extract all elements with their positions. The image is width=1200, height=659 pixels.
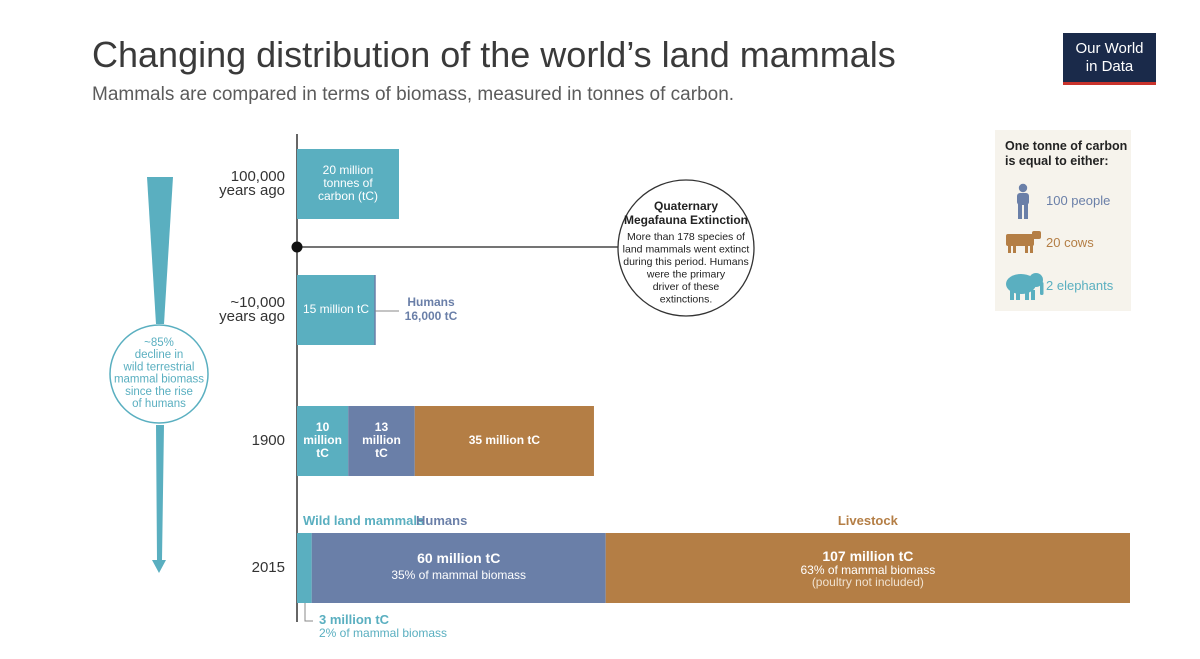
legend-item-label: 2 elephants: [1046, 278, 1114, 293]
wild-2015-annotation: 3 million tC: [319, 612, 390, 627]
person-icon: [1017, 193, 1029, 205]
cow-icon: [1030, 245, 1033, 253]
bar-label: 10: [316, 420, 330, 434]
extinction-body: were the primary: [646, 269, 726, 281]
bar-label: carbon (tC): [318, 189, 378, 203]
extinction-body: More than 178 species of: [627, 231, 745, 243]
chart-title: Changing distribution of the world’s lan…: [92, 34, 896, 75]
extinction-body: land mammals went extinct: [623, 244, 750, 256]
owid-logo[interactable]: Our World in Data: [1063, 33, 1156, 85]
category-label: years ago: [219, 308, 285, 325]
bar-label: tC: [375, 446, 388, 460]
bar-label: million: [303, 433, 342, 447]
decline-arrow-top: [147, 177, 173, 324]
wild-2015-annotation: 2% of mammal biomass: [319, 626, 447, 640]
elephant-icon: [1029, 273, 1043, 287]
decline-label: since the rise: [125, 386, 193, 398]
category-label: 2015: [252, 559, 285, 576]
elephant-icon: [1006, 274, 1036, 294]
bar-label: 107 million tC: [822, 548, 913, 564]
decline-label: mammal biomass: [114, 374, 204, 386]
elephant-icon: [1010, 290, 1014, 300]
category-label: years ago: [219, 182, 285, 199]
bar-label: 35 million tC: [469, 433, 541, 447]
bar-livestock-1900: [414, 406, 594, 476]
decline-label: of humans: [132, 398, 186, 410]
extinction-body: extinctions.: [660, 294, 713, 306]
category-label: 100,000: [231, 168, 285, 185]
category-label: 1900: [252, 432, 285, 449]
decline-label: ~85%: [144, 337, 174, 349]
bar-wild-10000: [297, 275, 375, 345]
extinction-body: during this period. Humans: [623, 256, 748, 268]
bar-humans-2015: [311, 533, 606, 603]
bar-humans-1900: [348, 406, 415, 476]
cow-icon: [1032, 231, 1041, 239]
cow-icon: [1013, 245, 1016, 253]
chart-subtitle: Mammals are compared in terms of biomass…: [92, 84, 735, 105]
legend-title: is equal to either:: [1005, 154, 1109, 168]
bar-label: 63% of mammal biomass: [800, 563, 935, 577]
extinction-circle: [617, 179, 755, 317]
decline-label: decline in: [135, 349, 184, 361]
bar-wild-1900: [297, 406, 349, 476]
bar-label: tonnes of: [323, 176, 373, 190]
legend-title: One tonne of carbon: [1005, 139, 1127, 153]
series-label-livestock: Livestock: [838, 513, 899, 528]
person-icon: [1018, 204, 1022, 219]
bar-livestock-2015: [605, 533, 1130, 603]
extinction-body: driver of these: [653, 281, 720, 293]
humans-annotation: Humans: [407, 295, 455, 309]
elephant-icon: [1040, 282, 1044, 295]
bar-wild-100000: [297, 149, 399, 219]
bar-label: 13: [375, 420, 389, 434]
logo-line-2: in Data: [1085, 58, 1134, 75]
bar-label: 15 million tC: [303, 302, 369, 316]
extinction-title: Quaternary: [654, 199, 718, 213]
decline-label: wild terrestrial: [123, 361, 195, 373]
extinction-marker: [291, 241, 303, 253]
humans-annotation: 16,000 tC: [405, 309, 458, 323]
category-label: ~10,000: [230, 294, 285, 311]
extinction-title: Megafauna Extinction: [624, 213, 748, 227]
series-label-wild: Wild land mammals: [303, 513, 424, 528]
bar-label: 20 million: [323, 163, 374, 177]
elephant-icon: [1025, 290, 1029, 300]
elephant-icon: [1031, 290, 1035, 300]
bar-label: tC: [316, 446, 329, 460]
decline-circle: [109, 324, 209, 424]
bar-wild-2015: [297, 533, 312, 603]
wild-leader-line: [304, 603, 313, 622]
elephant-icon: [1016, 290, 1020, 300]
cow-icon: [1025, 245, 1028, 253]
series-label-humans: Humans: [416, 513, 467, 528]
bar-label: 35% of mammal biomass: [391, 568, 526, 582]
bar-label: million: [362, 433, 401, 447]
person-icon: [1018, 183, 1028, 193]
person-icon: [1024, 204, 1028, 219]
logo-line-1: Our World: [1075, 40, 1144, 57]
bar-label: 60 million tC: [417, 550, 500, 566]
bar-label: (poultry not included): [812, 575, 924, 589]
legend-item-label: 100 people: [1046, 193, 1110, 208]
cow-icon: [1006, 234, 1034, 246]
legend-item-label: 20 cows: [1046, 235, 1094, 250]
decline-arrow-bottom: [152, 425, 166, 573]
cow-icon: [1008, 245, 1011, 253]
